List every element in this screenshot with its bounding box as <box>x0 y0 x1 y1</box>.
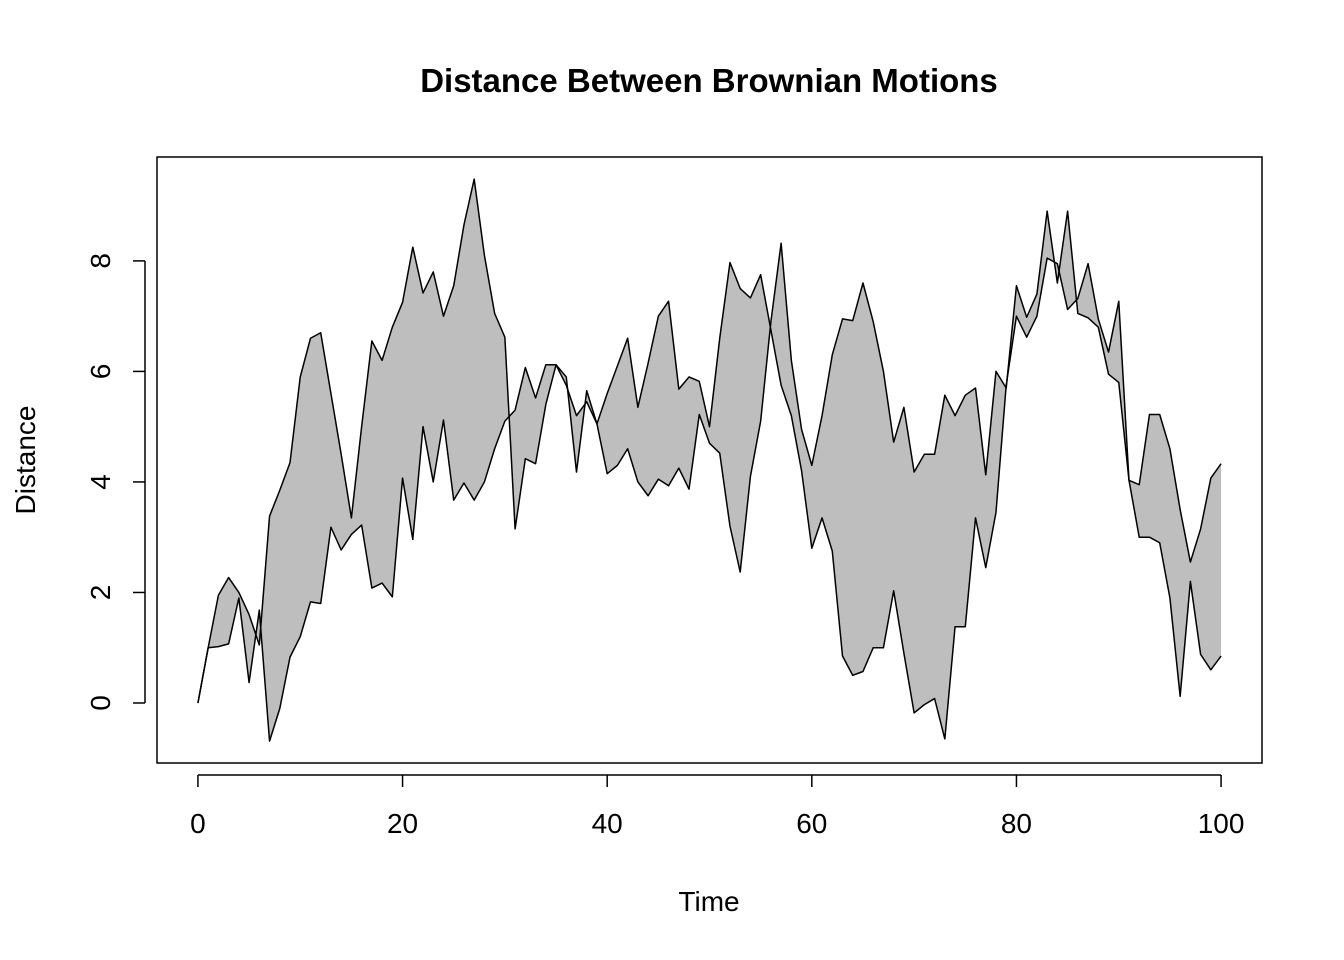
series-line <box>197 210 1222 742</box>
y-tick-label: 2 <box>85 585 116 601</box>
x-tick-label: 80 <box>1001 808 1032 839</box>
y-tick-label: 6 <box>85 364 116 380</box>
x-tick-label: 0 <box>190 808 206 839</box>
plot-frame <box>156 156 1263 764</box>
y-tick-label: 4 <box>85 474 116 490</box>
series-line <box>197 178 1222 740</box>
x-axis-label: Time <box>678 886 739 917</box>
x-tick-label: 40 <box>592 808 623 839</box>
x-tick-label: 60 <box>796 808 827 839</box>
y-tick-label: 8 <box>85 253 116 269</box>
area-fill <box>197 179 1222 742</box>
x-tick-label: 20 <box>387 808 418 839</box>
chart-title: Distance Between Brownian Motions <box>420 62 998 99</box>
y-tick-label: 0 <box>85 695 116 711</box>
x-tick-label: 100 <box>1198 808 1245 839</box>
y-axis-label: Distance <box>10 406 41 515</box>
